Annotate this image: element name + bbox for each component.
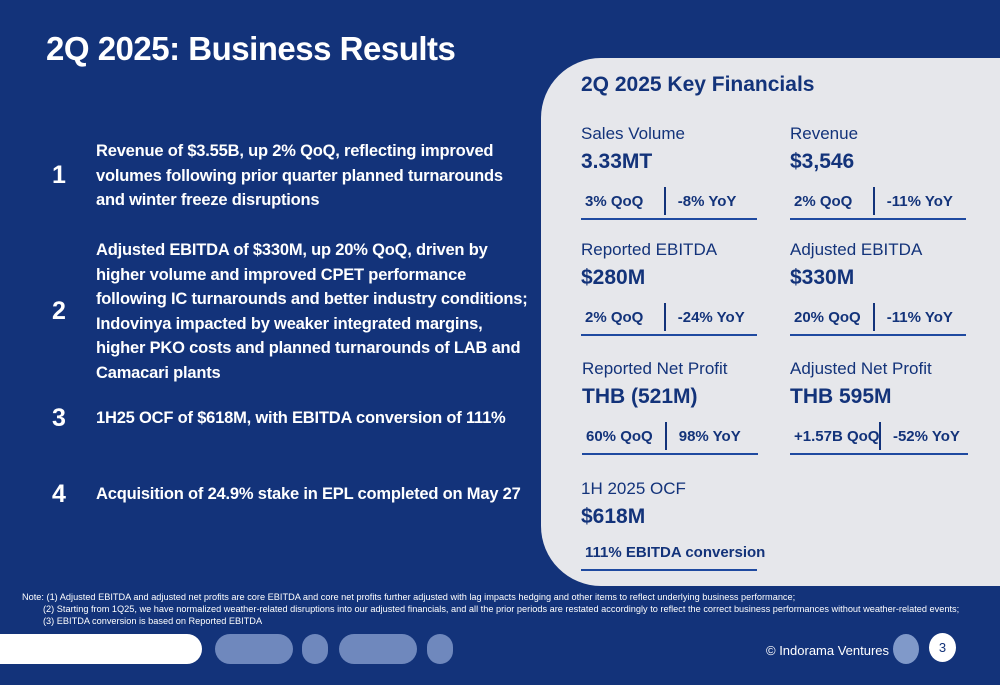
footnote-3: (3) EBITDA conversion is based on Report… [43,616,263,627]
footnote-1: Note: (1) Adjusted EBITDA and adjusted n… [22,592,796,602]
yoy-change: -8% YoY [677,192,737,210]
metric-ocf: 1H 2025 OCF $618M 111% EBITDA conversion [581,479,765,571]
metric-change-row: 111% EBITDA conversion [581,535,765,571]
yoy-change: 98% YoY [678,427,741,445]
metric-change-row: 20% QoQ -11% YoY [790,300,966,336]
divider [664,303,666,331]
yoy-change: -11% YoY [886,192,953,210]
copyright: © Indorama Ventures [766,643,890,658]
metric-adjusted-net-profit: Adjusted Net Profit THB 595M +1.57B QoQ … [790,359,968,455]
yoy-change: -52% YoY [892,427,960,445]
panel-title: 2Q 2025 Key Financials [581,73,815,96]
point-number: 3 [52,404,66,432]
metric-value: $618M [581,505,646,528]
divider [665,422,667,450]
divider [873,303,875,331]
metric-sales-volume: Sales Volume 3.33MT 3% QoQ -8% YoY [581,124,757,220]
metric-label: Revenue [790,124,859,143]
result-point-1: 1 Revenue of $3.55B, up 2% QoQ, reflecti… [52,139,532,213]
point-text: Adjusted EBITDA of $330M, up 20% QoQ, dr… [96,241,528,382]
metric-reported-ebitda: Reported EBITDA $280M 2% QoQ -24% YoY [581,240,757,336]
point-text: 1H25 OCF of $618M, with EBITDA conversio… [96,409,506,428]
metric-change-row: 2% QoQ -24% YoY [581,300,757,336]
divider [879,422,881,450]
page-number: 3 [929,633,956,662]
metric-label: Sales Volume [581,124,685,143]
point-text: Revenue of $3.55B, up 2% QoQ, reflecting… [96,142,503,209]
point-number: 4 [52,480,66,508]
yoy-change: -11% YoY [886,308,953,326]
metric-reported-net-profit: Reported Net Profit THB (521M) 60% QoQ 9… [582,359,758,455]
metric-adjusted-ebitda: Adjusted EBITDA $330M 20% QoQ -11% YoY [790,240,966,336]
metric-value: 3.33MT [581,150,653,173]
footer-pill [302,634,328,664]
footnote-2: (2) Starting from 1Q25, we have normaliz… [43,604,960,615]
result-point-3: 3 1H25 OCF of $618M, with EBITDA convers… [52,404,532,433]
slide-title: 2Q 2025: Business Results [46,30,456,67]
metric-value: THB (521M) [582,385,698,408]
point-number: 2 [52,297,66,325]
qoq-change: 60% QoQ [586,427,653,445]
footer-pill [215,634,293,664]
metric-value: $3,546 [790,150,855,173]
metric-label: Reported Net Profit [582,359,728,378]
metric-value: $280M [581,266,646,289]
metric-value: $330M [790,266,855,289]
point-number: 1 [52,161,66,190]
qoq-change: +1.57B QoQ [794,427,880,445]
metric-revenue: Revenue $3,546 2% QoQ -11% YoY [790,124,966,220]
metric-label: 1H 2025 OCF [581,479,686,498]
metric-label: Adjusted EBITDA [790,240,923,259]
qoq-change: 2% QoQ [794,192,853,210]
point-text: Acquisition of 24.9% stake in EPL comple… [96,485,521,504]
result-point-2: 2 Adjusted EBITDA of $330M, up 20% QoQ, … [52,238,532,385]
footer-dot [893,634,919,664]
metric-change-row: 2% QoQ -11% YoY [790,184,966,220]
metric-value: THB 595M [790,385,892,408]
qoq-change: 20% QoQ [794,308,861,326]
metric-change-row: 3% QoQ -8% YoY [581,184,757,220]
metric-change-row: +1.57B QoQ -52% YoY [790,419,968,455]
divider [873,187,875,215]
metric-label: Reported EBITDA [581,240,718,259]
yoy-change: -24% YoY [677,308,745,326]
qoq-change: 2% QoQ [585,308,644,326]
footer-bar [0,634,202,664]
footer-pill [427,634,453,664]
divider [664,187,666,215]
metric-label: Adjusted Net Profit [790,359,932,378]
footnotes: Note: (1) Adjusted EBITDA and adjusted n… [22,591,982,628]
metric-change-row: 60% QoQ 98% YoY [582,419,758,455]
result-point-4: 4 Acquisition of 24.9% stake in EPL comp… [52,480,532,509]
key-financials-panel [541,58,1000,586]
qoq-change: 3% QoQ [585,192,644,210]
ebitda-conversion: 111% EBITDA conversion [585,543,766,561]
footer-pill [339,634,417,664]
